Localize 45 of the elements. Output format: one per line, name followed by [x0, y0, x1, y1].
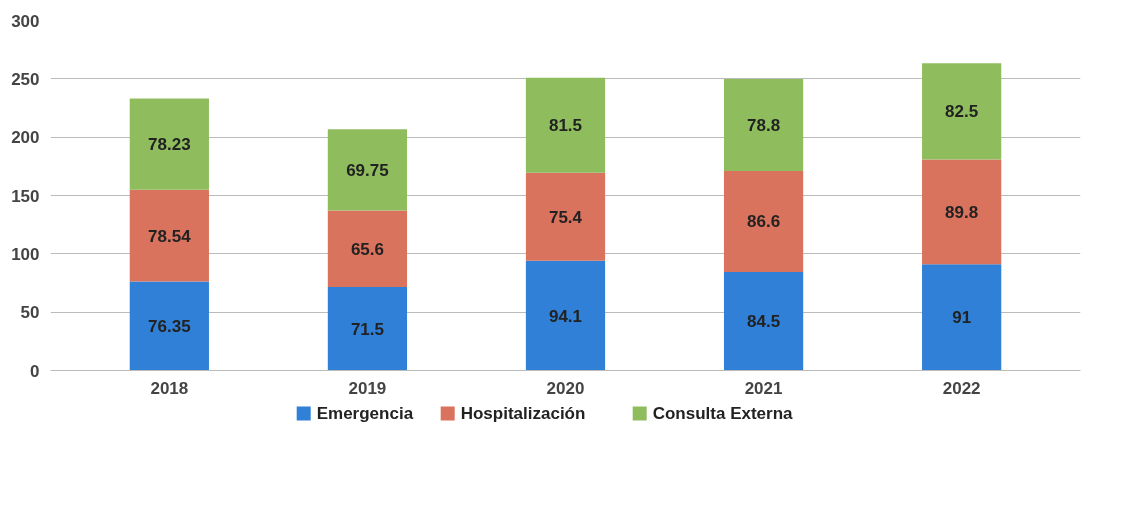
data-label: 81.5 [548, 116, 583, 136]
bar [723, 170, 804, 272]
bar [922, 63, 1002, 160]
y-tick-label: 150 [11, 186, 40, 206]
legend-label: Hospitalización [460, 404, 586, 423]
data-label: 75.4 [548, 207, 583, 227]
data-label: 65.6 [350, 239, 384, 259]
y-tick-label: 300 [11, 11, 40, 31]
y-tick-label: 250 [11, 69, 40, 89]
data-label: 78.23 [148, 135, 191, 155]
bar [525, 172, 606, 261]
bar [723, 271, 804, 371]
x-tick-label: 2018 [150, 378, 189, 398]
data-label: 78.54 [148, 226, 192, 246]
data-label: 94.1 [548, 306, 583, 326]
data-label: 91 [952, 308, 972, 328]
x-tick-label: 2020 [546, 378, 585, 398]
y-tick-label: 100 [11, 244, 40, 264]
bar [922, 264, 1002, 371]
data-label: 76.35 [148, 316, 191, 336]
data-label: 71.5 [350, 319, 384, 339]
data-label: 78.8 [747, 115, 781, 135]
y-tick-label: 200 [11, 128, 40, 148]
data-label: 86.6 [747, 212, 781, 232]
x-tick-label: 2022 [942, 378, 981, 398]
bar [129, 189, 209, 282]
legend-label: Consulta Externa [652, 404, 794, 423]
data-label: 89.8 [945, 202, 979, 222]
x-tick-label: 2021 [744, 378, 783, 398]
bar [327, 129, 408, 211]
bar [129, 98, 209, 190]
data-label: 82.5 [945, 102, 979, 122]
y-tick-label: 50 [20, 303, 40, 323]
bar [922, 159, 1002, 265]
data-label: 69.75 [346, 160, 389, 180]
x-tick-label: 2019 [348, 378, 387, 398]
bar [525, 260, 606, 371]
bar [327, 287, 408, 371]
bar [129, 281, 209, 371]
bar [525, 77, 606, 173]
legend-label: Emergencia [316, 404, 414, 423]
data-label: 84.5 [747, 312, 781, 332]
y-tick-label: 0 [30, 361, 40, 381]
bar [723, 78, 804, 171]
bar [327, 210, 408, 288]
